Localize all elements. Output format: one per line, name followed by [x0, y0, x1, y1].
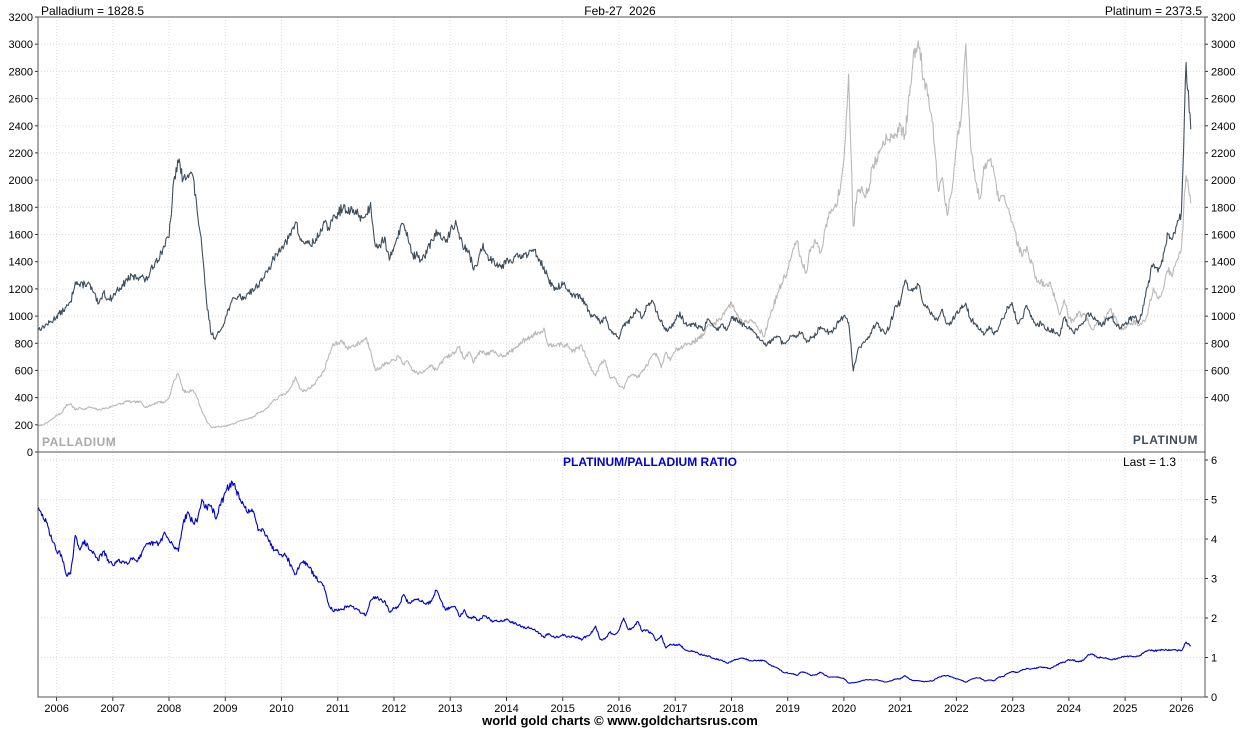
svg-text:2: 2 [1211, 613, 1217, 625]
svg-text:2022: 2022 [944, 703, 968, 715]
platinum-series-label: PLATINUM [1132, 433, 1198, 447]
svg-text:3200: 3200 [9, 12, 33, 24]
ratio-chart-title: PLATINUM/PALLADIUM RATIO [563, 455, 737, 469]
svg-text:1000: 1000 [1211, 311, 1235, 323]
svg-text:1600: 1600 [1211, 230, 1235, 242]
palladium-series-label: PALLADIUM [42, 435, 117, 449]
svg-text:0: 0 [27, 447, 33, 459]
svg-text:2000: 2000 [1211, 175, 1235, 187]
svg-text:2200: 2200 [9, 148, 33, 160]
svg-text:1400: 1400 [1211, 257, 1235, 269]
svg-text:2017: 2017 [663, 703, 687, 715]
svg-text:600: 600 [15, 365, 33, 377]
svg-text:2000: 2000 [9, 175, 33, 187]
svg-text:3000: 3000 [9, 39, 33, 51]
svg-text:2013: 2013 [438, 703, 462, 715]
svg-text:2018: 2018 [719, 703, 743, 715]
svg-text:1800: 1800 [9, 202, 33, 214]
svg-text:2008: 2008 [157, 703, 181, 715]
svg-text:3200: 3200 [1211, 12, 1235, 24]
svg-text:0: 0 [1211, 692, 1217, 704]
svg-text:2600: 2600 [1211, 94, 1235, 106]
svg-text:800: 800 [1211, 338, 1229, 350]
svg-text:2011: 2011 [326, 703, 350, 715]
svg-text:2007: 2007 [101, 703, 125, 715]
svg-text:2019: 2019 [775, 703, 799, 715]
svg-text:2024: 2024 [1057, 703, 1081, 715]
palladium-value-label: Palladium = 1828.5 [41, 4, 145, 18]
svg-text:600: 600 [1211, 365, 1229, 377]
svg-text:1400: 1400 [9, 257, 33, 269]
svg-text:1000: 1000 [9, 311, 33, 323]
svg-text:400: 400 [15, 393, 33, 405]
svg-text:2006: 2006 [44, 703, 68, 715]
svg-text:2014: 2014 [494, 703, 518, 715]
svg-text:2021: 2021 [888, 703, 912, 715]
svg-text:6: 6 [1211, 455, 1217, 467]
platinum-value-label: Platinum = 2373.5 [1104, 4, 1202, 18]
svg-text:1: 1 [1211, 653, 1217, 665]
svg-text:2800: 2800 [1211, 66, 1235, 78]
svg-text:2200: 2200 [1211, 148, 1235, 160]
svg-text:2026: 2026 [1169, 703, 1193, 715]
svg-text:200: 200 [15, 420, 33, 432]
ratio-last-value-label: Last = 1.3 [1122, 455, 1176, 469]
svg-text:3: 3 [1211, 574, 1217, 586]
svg-text:2400: 2400 [1211, 121, 1235, 133]
svg-text:2010: 2010 [269, 703, 293, 715]
svg-text:1800: 1800 [1211, 202, 1235, 214]
svg-text:1200: 1200 [9, 284, 33, 296]
svg-text:5: 5 [1211, 495, 1217, 507]
svg-text:2009: 2009 [213, 703, 237, 715]
svg-text:800: 800 [15, 338, 33, 350]
chart-credit-footer: world gold charts © www.goldchartsrus.co… [482, 713, 758, 728]
svg-text:2020: 2020 [832, 703, 856, 715]
svg-text:2800: 2800 [9, 66, 33, 78]
svg-text:4: 4 [1211, 534, 1217, 546]
chart-date-label: Feb-27 2026 [584, 4, 656, 18]
svg-text:1200: 1200 [1211, 284, 1235, 296]
svg-text:2012: 2012 [382, 703, 406, 715]
svg-text:2600: 2600 [9, 94, 33, 106]
svg-text:2016: 2016 [607, 703, 631, 715]
svg-text:1600: 1600 [9, 230, 33, 242]
svg-text:2400: 2400 [9, 121, 33, 133]
svg-text:400: 400 [1211, 393, 1229, 405]
svg-text:2025: 2025 [1113, 703, 1137, 715]
svg-text:2015: 2015 [550, 703, 574, 715]
svg-text:3000: 3000 [1211, 39, 1235, 51]
svg-text:2023: 2023 [1000, 703, 1024, 715]
